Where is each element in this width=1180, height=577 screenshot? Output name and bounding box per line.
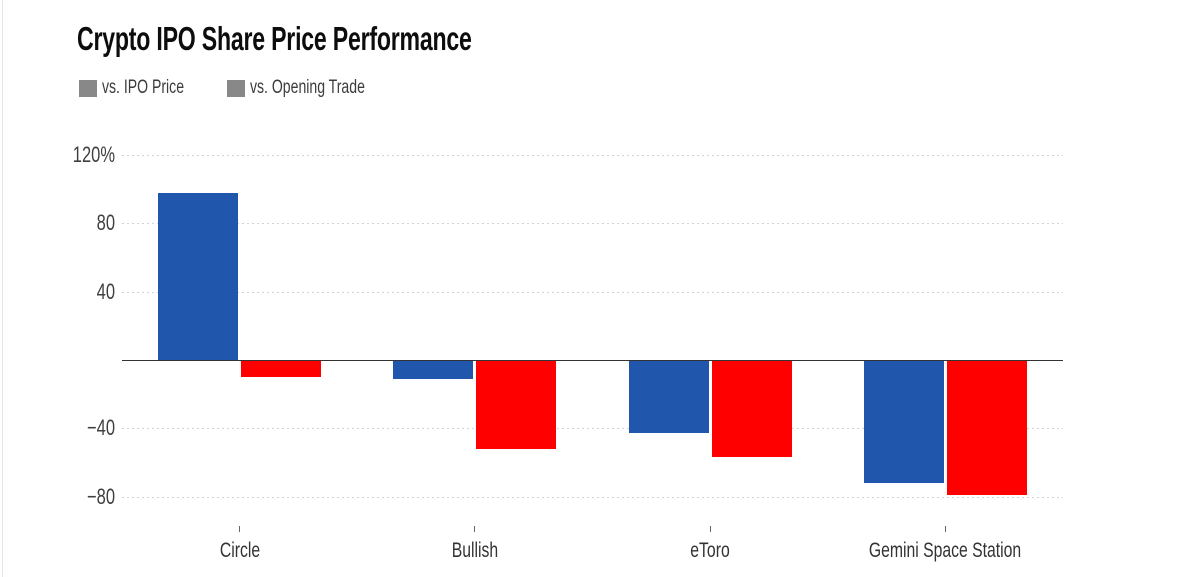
bar-bullish-vs-ipo-price	[393, 360, 474, 379]
grid-line	[122, 291, 1063, 293]
x-axis-tick	[709, 526, 711, 532]
legend-label-vs-opening-trade: vs. Opening Trade	[249, 77, 365, 98]
bar-gemini-space-station-vs-ipo-price	[863, 360, 944, 483]
x-axis-label: Gemini Space Station	[869, 539, 1022, 562]
y-axis-tick-label: 40	[96, 278, 115, 304]
bar-etoro-vs-opening-trade	[711, 360, 792, 458]
legend-item-vs-opening-trade: vs. Opening Trade	[226, 77, 405, 99]
x-axis-label: Bullish	[451, 539, 499, 562]
x-axis-tick	[474, 526, 476, 532]
legend: vs. IPO Price vs. Opening Trade	[79, 77, 419, 99]
grid-line	[122, 155, 1063, 156]
x-axis-label: Circle	[219, 539, 260, 562]
y-axis-tick-label: −40	[87, 415, 115, 441]
x-axis-tick	[239, 526, 241, 532]
chart-title: Crypto IPO Share Price Performance	[77, 20, 472, 57]
bar-bullish-vs-opening-trade	[476, 360, 557, 449]
bar-circle-vs-ipo-price	[158, 192, 239, 360]
page-left-border	[2, 0, 3, 577]
y-axis-tick-label: 80	[96, 210, 115, 236]
zero-baseline	[122, 360, 1063, 361]
legend-label-vs-ipo-price: vs. IPO Price	[102, 77, 185, 98]
legend-swatch-red-icon	[226, 79, 245, 97]
x-axis-label: eToro	[690, 539, 730, 562]
y-axis-tick-label: −80	[87, 483, 115, 509]
grid-line	[122, 428, 1063, 430]
legend-item-vs-ipo-price: vs. IPO Price	[79, 77, 213, 99]
grid-line	[122, 223, 1063, 225]
legend-swatch-blue-icon	[79, 79, 97, 97]
bar-gemini-space-station-vs-opening-trade	[946, 360, 1027, 495]
x-axis-tick	[944, 526, 946, 532]
y-axis-tick-label: 120%	[72, 142, 115, 167]
grid-line	[122, 496, 1063, 498]
bar-circle-vs-opening-trade	[241, 360, 322, 378]
bar-etoro-vs-ipo-price	[628, 360, 709, 434]
